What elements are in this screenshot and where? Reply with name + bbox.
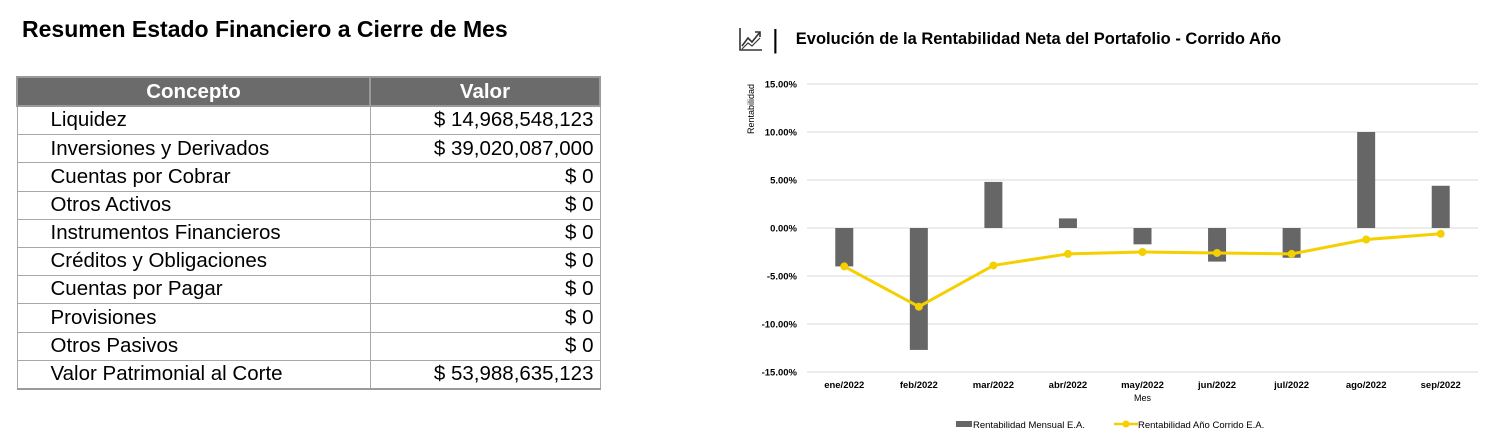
bar xyxy=(909,228,928,350)
x-tick-label: sep/2022 xyxy=(1421,380,1461,391)
bar xyxy=(984,181,1003,228)
table-row: Cuentas por Pagar $ 0 xyxy=(16,275,601,305)
row-value: $ 53,988,635,123 xyxy=(369,359,601,390)
x-tick-label: mar/2022 xyxy=(973,380,1014,391)
table-row: Instrumentos Financieros $ 0 xyxy=(16,218,601,248)
row-concept: Otros Activos xyxy=(16,190,371,220)
x-axis-label: Mes xyxy=(1134,393,1152,403)
y-tick-label: 0.00% xyxy=(770,224,797,235)
row-concept: Instrumentos Financieros xyxy=(16,218,371,248)
trend-chart-icon xyxy=(739,28,762,51)
row-value: $ 0 xyxy=(369,246,601,277)
row-value: $ 39,020,087,000 xyxy=(369,134,601,164)
column-header-concepto: Concepto xyxy=(16,76,371,107)
header-separator: | xyxy=(772,24,779,54)
series-point xyxy=(1213,248,1222,257)
x-tick-label: jul/2022 xyxy=(1273,380,1309,391)
y-tick-label: 5.00% xyxy=(770,176,797,187)
y-tick-label: -15.00% xyxy=(762,368,798,379)
series-point xyxy=(1362,235,1371,244)
row-concept: Otros Pasivos xyxy=(16,331,371,361)
x-tick-label: may/2022 xyxy=(1121,380,1164,391)
row-concept: Valor Patrimonial al Corte xyxy=(16,359,371,390)
row-concept: Cuentas por Pagar xyxy=(16,275,371,305)
legend-swatch-bar xyxy=(956,421,972,427)
table-row: Provisiones $ 0 xyxy=(16,303,601,333)
table-row: Inversiones y Derivados $ 39,020,087,000 xyxy=(16,134,601,164)
series-point xyxy=(1287,249,1296,258)
x-tick-label: jun/2022 xyxy=(1197,380,1236,391)
series-point xyxy=(989,261,998,270)
y-axis-label: Rentabilidad xyxy=(746,84,756,134)
series-point xyxy=(1138,248,1147,256)
y-tick-label: 10.00% xyxy=(765,128,798,139)
row-concept: Créditos y Obligaciones xyxy=(16,246,371,277)
legend-swatch-point xyxy=(1122,420,1130,428)
table-row: Créditos y Obligaciones $ 0 xyxy=(16,246,601,277)
x-tick-label: ago/2022 xyxy=(1346,380,1387,391)
table-row-total: Valor Patrimonial al Corte $ 53,988,635,1… xyxy=(16,359,601,390)
row-value: $ 0 xyxy=(369,331,601,361)
series-point xyxy=(1063,249,1072,258)
y-tick-label: -5.00% xyxy=(767,272,798,283)
y-tick-label: -10.00% xyxy=(762,320,798,331)
bar xyxy=(1133,228,1152,245)
row-value: $ 0 xyxy=(369,190,601,220)
series-line xyxy=(843,232,1441,309)
row-concept: Provisiones xyxy=(16,303,371,333)
legend-label: Rentabilidad Mensual E.A. xyxy=(973,420,1085,431)
table-row: Cuentas por Cobrar $ 0 xyxy=(16,162,601,192)
financial-summary-table: Concepto Valor Liquidez $ 14,968,548,123 … xyxy=(16,76,601,390)
row-value: $ 0 xyxy=(369,162,601,192)
row-concept: Inversiones y Derivados xyxy=(16,134,371,164)
row-value: $ 0 xyxy=(369,275,601,305)
row-value: $ 0 xyxy=(369,303,601,333)
row-value: $ 14,968,548,123 xyxy=(369,105,601,136)
bar xyxy=(835,228,854,267)
summary-title: Resumen Estado Financiero a Cierre de Me… xyxy=(22,16,508,42)
legend-label: Rentabilidad Año Corrido E.A. xyxy=(1138,420,1264,431)
series-point xyxy=(1436,229,1445,238)
row-value: $ 0 xyxy=(369,218,601,248)
table-row: Liquidez $ 14,968,548,123 xyxy=(16,105,601,136)
table-header-row: Concepto Valor xyxy=(16,76,601,107)
column-header-valor: Valor xyxy=(369,76,601,107)
x-tick-label: ene/2022 xyxy=(824,380,864,391)
row-concept: Cuentas por Cobrar xyxy=(16,162,371,192)
chart-header: | Evolución de la Rentabilidad Neta del … xyxy=(738,24,1281,54)
bar xyxy=(1431,185,1450,228)
table-row: Otros Activos $ 0 xyxy=(16,190,601,220)
bar xyxy=(1282,228,1301,258)
table-row: Otros Pasivos $ 0 xyxy=(16,331,601,361)
y-tick-label: 15.00% xyxy=(765,80,798,91)
x-tick-label: abr/2022 xyxy=(1049,380,1088,391)
series-point xyxy=(914,302,923,311)
bar xyxy=(1357,132,1376,228)
rentabilidad-chart: 15.00% 10.00% 5.00% 0.00% -5.00% -10.00% -15.0… xyxy=(746,80,1478,431)
chart-title: Evolución de la Rentabilidad Neta del Po… xyxy=(795,29,1282,48)
row-concept: Liquidez xyxy=(16,105,371,136)
x-tick-label: feb/2022 xyxy=(900,380,938,391)
series-point xyxy=(840,262,849,271)
bar xyxy=(1058,218,1077,228)
